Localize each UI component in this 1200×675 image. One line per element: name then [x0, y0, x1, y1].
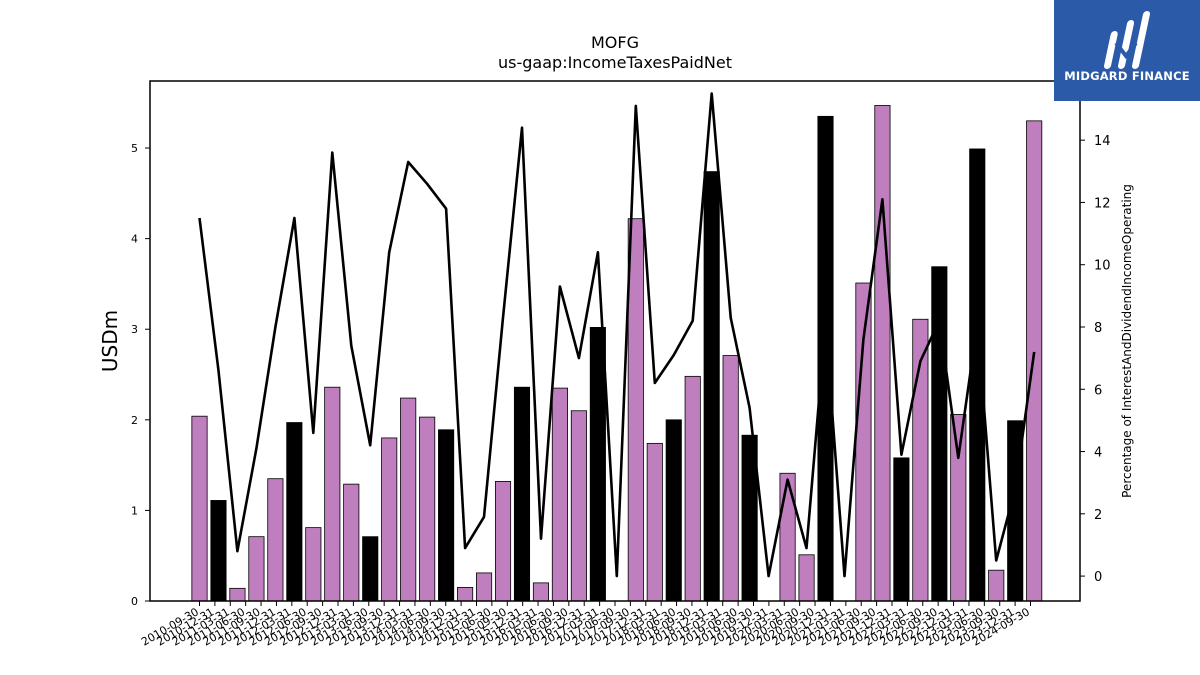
- bar: [931, 266, 948, 602]
- bar: [229, 587, 246, 602]
- axes-group: 012345024681012142010-09-302010-12-31201…: [131, 80, 1111, 649]
- bar: [248, 536, 265, 602]
- y-tick-label: 0: [131, 595, 138, 608]
- bar: [457, 587, 474, 602]
- chart-subtitle: us-gaap:IncomeTaxesPaidNet: [498, 53, 732, 72]
- y-tick-label: 2: [131, 414, 138, 427]
- y-tick-label: 4: [131, 233, 138, 246]
- bar: [893, 457, 910, 602]
- bar: [551, 387, 568, 602]
- y2-tick-label: 4: [1094, 446, 1102, 461]
- y-tick-label: 5: [131, 142, 138, 155]
- logo-mark-icon: [1103, 11, 1150, 69]
- bar: [703, 171, 720, 602]
- bar: [665, 419, 682, 602]
- series-line: [198, 92, 1036, 578]
- bar: [381, 437, 398, 602]
- bar: [343, 483, 360, 602]
- bar: [191, 415, 208, 602]
- bar: [798, 554, 815, 602]
- y2-tick-label: 8: [1094, 321, 1102, 336]
- y-tick-label: 3: [131, 323, 138, 336]
- bar: [532, 582, 550, 602]
- bar: [874, 105, 891, 602]
- y2-tick-label: 10: [1094, 259, 1111, 274]
- bar: [646, 442, 663, 602]
- bar: [210, 500, 227, 602]
- bar: [400, 397, 417, 602]
- y2-tick-label: 6: [1094, 383, 1102, 398]
- bar: [286, 422, 303, 602]
- y2-tick-label: 12: [1094, 196, 1111, 211]
- bar: [589, 327, 606, 602]
- bar: [305, 527, 322, 602]
- y2-tick-label: 2: [1094, 508, 1102, 523]
- bar: [513, 386, 531, 602]
- bar: [494, 481, 512, 602]
- bar: [950, 413, 967, 602]
- y-axis-label: USDm: [98, 310, 122, 372]
- bar: [267, 478, 284, 602]
- brand-logo: MIDGARD FINANCE: [1054, 0, 1200, 101]
- bar: [419, 416, 436, 602]
- bar: [722, 355, 739, 602]
- bar: [324, 386, 341, 602]
- y-tick-label: 1: [131, 504, 138, 517]
- bar: [779, 472, 796, 602]
- bar: [684, 375, 701, 602]
- line-group: [198, 92, 1036, 578]
- y2-tick-label: 0: [1094, 570, 1102, 585]
- logo-text: MIDGARD FINANCE: [1064, 69, 1190, 83]
- bar: [627, 218, 644, 602]
- bar: [570, 410, 587, 602]
- bar: [817, 115, 834, 602]
- bar: [475, 572, 493, 602]
- y2-tick-label: 14: [1094, 134, 1111, 149]
- bar: [438, 429, 455, 602]
- chart-title: MOFG: [591, 33, 639, 52]
- bar: [988, 569, 1005, 602]
- bar: [362, 536, 379, 602]
- y2-axis-label: Percentage of InterestAndDividendIncomeO…: [1120, 184, 1134, 498]
